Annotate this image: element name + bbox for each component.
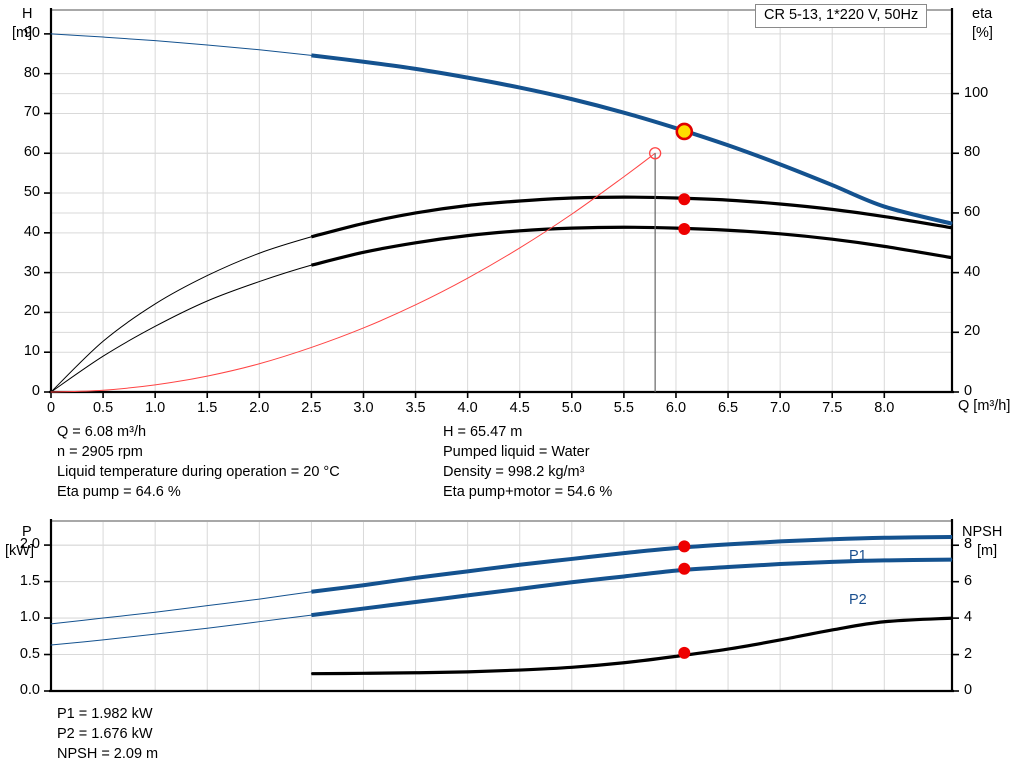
- marker-eta-pump-motor-point[interactable]: [678, 223, 691, 236]
- bottom-right-tick-2: 2: [964, 645, 973, 662]
- curve-npsh-thick: [311, 616, 953, 676]
- duty-info-left-2: Liquid temperature during operation = 20…: [57, 464, 340, 480]
- top-left-tick-80: 80: [23, 64, 40, 81]
- top-x-tick-7.5: 7.5: [822, 400, 843, 416]
- bottom-right-tick-0: 0: [964, 682, 973, 698]
- marker-eta-pump-point[interactable]: [678, 193, 691, 206]
- duty-info-right-1: Pumped liquid = Water: [443, 444, 590, 460]
- top-x-tick-4.5: 4.5: [509, 400, 530, 416]
- bottom-left-tick-0.0: 0.0: [19, 682, 40, 698]
- bottom-left-axis-name: P: [22, 524, 32, 540]
- top-left-tick-30: 30: [23, 263, 40, 280]
- top-x-tick-6.5: 6.5: [717, 400, 739, 416]
- top-x-tick-8.0: 8.0: [874, 400, 895, 416]
- curve-h-head--thick: [311, 53, 953, 226]
- top-left-tick-20: 20: [23, 303, 40, 320]
- top-left-tick-60: 60: [23, 144, 40, 161]
- top-right-tick-20: 20: [964, 323, 981, 340]
- top-left-tick-0: 0: [31, 383, 40, 399]
- top-x-axis-name: Q [m³/h]: [958, 398, 1011, 414]
- top-left-tick-90: 90: [23, 24, 40, 41]
- curve-eta-pump-motor-thin: [50, 226, 953, 393]
- curve-p2-thick: [311, 557, 953, 618]
- top-x-tick-6.0: 6.0: [665, 400, 687, 416]
- top-x-tick-0.5: 0.5: [92, 400, 114, 416]
- power-info-0: P1 = 1.982 kW: [57, 706, 153, 722]
- top-left-tick-50: 50: [23, 184, 40, 201]
- power-info-1: P2 = 1.676 kW: [57, 726, 153, 742]
- top-right-tick-0: 0: [964, 383, 973, 399]
- duty-info-left-3: Eta pump = 64.6 %: [57, 484, 181, 500]
- top-right-tick-60: 60: [964, 203, 981, 220]
- top-right-tick-80: 80: [964, 144, 981, 161]
- curve-eta-pump-motor-thick: [311, 225, 953, 267]
- marker-npsh-point[interactable]: [678, 646, 691, 659]
- top-left-tick-10: 10: [23, 343, 40, 360]
- top-left-tick-40: 40: [23, 223, 40, 240]
- p1-curve-label: P1: [849, 548, 867, 564]
- top-x-tick-7.0: 7.0: [770, 400, 791, 416]
- curve-eta-pump-thick: [311, 195, 953, 239]
- top-x-tick-5.0: 5.0: [561, 400, 582, 416]
- top-x-tick-1.0: 1.0: [145, 400, 166, 416]
- top-x-tick-0: 0: [46, 400, 56, 416]
- marker-p1-point[interactable]: [678, 540, 691, 553]
- marker-p2-point[interactable]: [678, 562, 691, 575]
- top-x-tick-3.0: 3.0: [353, 400, 374, 416]
- bottom-left-axis-unit: [kW]: [5, 543, 34, 559]
- curve-p1-thick: [311, 535, 953, 594]
- duty-info-left-0: Q = 6.08 m³/h: [57, 424, 147, 440]
- top-right-axis-name: eta: [972, 6, 993, 22]
- top-x-tick-5.5: 5.5: [613, 400, 634, 416]
- top-left-axis-name: H: [22, 6, 33, 22]
- duty-info-left-1: n = 2905 rpm: [57, 444, 143, 460]
- top-x-tick-1.5: 1.5: [197, 400, 218, 416]
- top-x-tick-4.0: 4.0: [457, 400, 478, 416]
- duty-info-right-2: Density = 998.2 kg/m³: [443, 464, 585, 480]
- bottom-right-tick-6: 6: [964, 572, 973, 589]
- p2-curve-label: P2: [849, 592, 867, 608]
- bottom-right-tick-8: 8: [964, 536, 973, 553]
- marker-system-curve-point[interactable]: [648, 147, 662, 160]
- bottom-right-axis-unit: [m]: [977, 543, 998, 559]
- chart-panel-power-npsh: [44, 519, 959, 693]
- curve-p1-thin: [50, 536, 953, 625]
- bottom-left-tick-0.5: 0.5: [19, 645, 40, 662]
- top-right-tick-100: 100: [964, 84, 989, 101]
- bottom-right-axis-name: NPSH: [962, 524, 1003, 540]
- top-right-tick-40: 40: [964, 263, 981, 280]
- pump-title: CR 5-13, 1*220 V, 50Hz: [755, 4, 928, 28]
- top-x-tick-3.5: 3.5: [405, 400, 426, 416]
- curve-eta-pump-thin: [50, 196, 953, 393]
- bottom-right-tick-4: 4: [964, 609, 973, 626]
- curve-h-head--thin: [50, 33, 953, 225]
- top-left-axis-unit: [m]: [12, 25, 33, 41]
- curve-system-curve-thin: [50, 152, 656, 393]
- top-right-axis-unit: [%]: [972, 25, 993, 41]
- bottom-left-tick-1.0: 1.0: [19, 609, 40, 626]
- top-x-tick-2.5: 2.5: [301, 400, 322, 416]
- duty-info-right-0: H = 65.47 m: [443, 424, 523, 440]
- bottom-left-tick-2.0: 2.0: [19, 536, 40, 553]
- top-left-tick-70: 70: [23, 104, 40, 121]
- bottom-left-tick-1.5: 1.5: [19, 572, 40, 589]
- top-x-tick-2.0: 2.0: [249, 400, 270, 416]
- chart-panel-head-eta: [44, 8, 959, 398]
- power-info-2: NPSH = 2.09 m: [57, 746, 159, 762]
- duty-info-right-3: Eta pump+motor = 54.6 %: [443, 484, 613, 500]
- marker-duty-point[interactable]: [675, 122, 694, 141]
